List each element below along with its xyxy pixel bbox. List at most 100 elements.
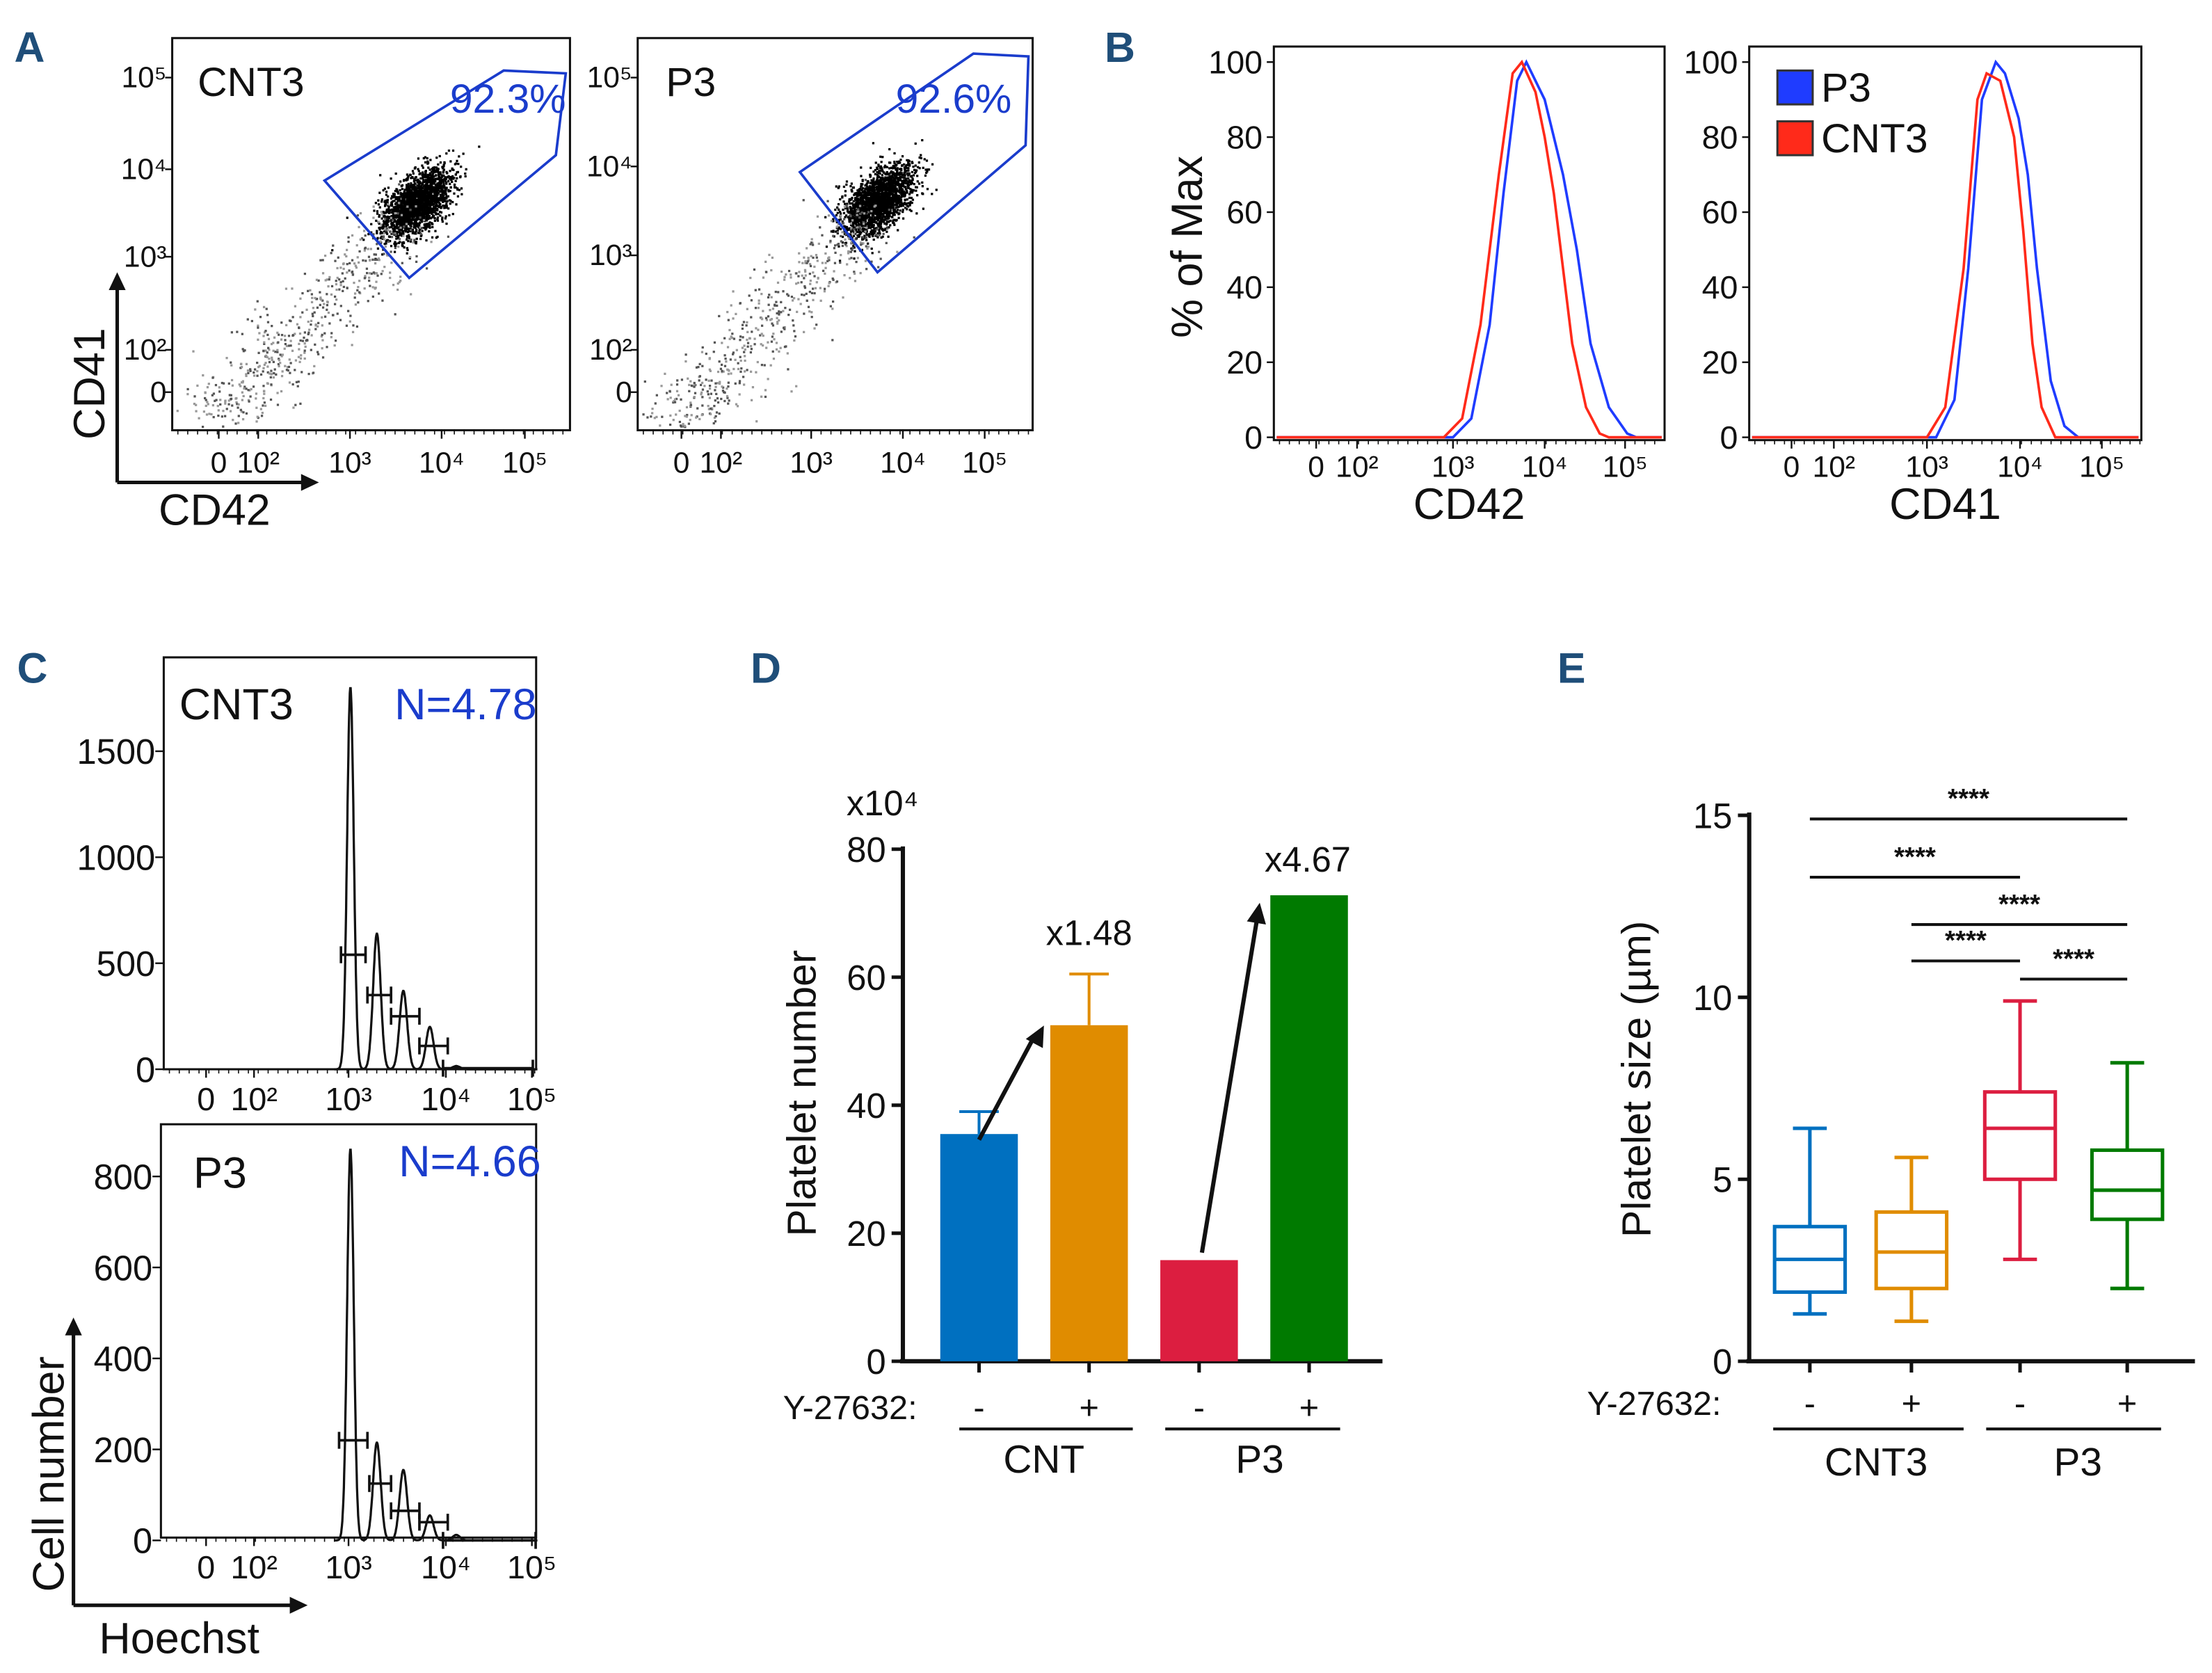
event-dot: [332, 314, 335, 317]
event-dot: [230, 378, 234, 382]
event-dot: [713, 341, 716, 344]
event-dot: [320, 335, 323, 338]
event-dot: [873, 212, 876, 215]
event-dot: [884, 179, 887, 182]
event-dot: [922, 166, 924, 169]
event-dot: [837, 185, 840, 188]
event-dot: [432, 205, 435, 209]
event-dot: [416, 180, 419, 183]
event-dot: [303, 342, 306, 345]
event-dot: [895, 219, 897, 222]
event-dot: [394, 246, 397, 250]
event-dot: [888, 172, 891, 175]
event-dot: [906, 205, 909, 207]
event-dot: [425, 223, 428, 225]
event-dot: [760, 292, 763, 296]
event-dot: [883, 187, 886, 190]
event-dot: [299, 297, 302, 300]
event-dot: [853, 227, 856, 230]
event-dot: [436, 219, 440, 222]
event-dot: [834, 208, 837, 211]
event-dot: [425, 239, 428, 242]
event-dot: [408, 197, 410, 200]
event-dot: [730, 335, 732, 338]
event-dot: [885, 192, 888, 195]
event-dot: [265, 354, 268, 358]
event-dot: [771, 256, 774, 259]
event-dot: [849, 216, 852, 219]
event-dot: [682, 422, 684, 426]
event-dot: [258, 332, 261, 335]
event-dot: [868, 232, 871, 236]
event-dot: [402, 230, 405, 232]
event-dot: [339, 305, 342, 307]
event-dot: [908, 172, 911, 175]
event-dot: [432, 210, 435, 213]
event-dot: [419, 191, 422, 194]
event-dot: [896, 160, 899, 163]
event-dot: [876, 236, 879, 239]
event-dot: [876, 200, 879, 203]
event-dot: [858, 212, 862, 216]
event-dot: [875, 193, 878, 196]
event-dot: [444, 197, 447, 200]
event-dot: [257, 326, 259, 329]
event-dot: [429, 211, 433, 214]
event-dot: [399, 205, 401, 207]
event-dot: [336, 276, 339, 280]
event-dot: [900, 201, 903, 204]
event-dot: [349, 314, 352, 317]
event-dot: [742, 376, 745, 378]
event-dot: [904, 170, 907, 173]
event-dot: [853, 192, 856, 195]
event-dot: [899, 204, 903, 207]
event-dot: [334, 259, 337, 262]
event-dot: [434, 204, 437, 207]
event-dot: [426, 201, 429, 205]
event-dot: [401, 216, 404, 218]
event-dot: [433, 195, 435, 198]
event-dot: [906, 198, 908, 201]
event-dot: [390, 201, 393, 205]
event-dot: [887, 214, 890, 216]
event-dot: [410, 189, 413, 192]
event-dot: [884, 227, 887, 230]
event-dot: [411, 215, 414, 218]
event-dot: [876, 191, 880, 195]
event-dot: [299, 316, 302, 319]
event-dot: [867, 201, 869, 205]
event-dot: [392, 219, 394, 222]
event-dot: [845, 180, 849, 183]
event-dot: [304, 345, 307, 349]
event-dot: [423, 176, 426, 179]
event-dot: [884, 176, 887, 179]
event-dot: [429, 189, 432, 193]
event-dot: [774, 290, 777, 294]
event-dot: [426, 191, 428, 195]
event-dot: [714, 420, 717, 423]
event-dot: [778, 310, 780, 313]
event-dot: [269, 376, 272, 379]
event-dot: [790, 276, 792, 279]
y-tick-label: 10²: [124, 333, 167, 367]
event-dot: [364, 259, 367, 262]
event-dot: [407, 221, 410, 223]
event-dot: [307, 372, 310, 376]
event-dot: [701, 404, 704, 407]
event-dot: [906, 172, 909, 175]
event-dot: [403, 204, 406, 207]
event-dot: [321, 356, 325, 359]
event-dot: [887, 177, 890, 180]
event-dot: [882, 200, 885, 204]
event-dot: [421, 191, 424, 195]
event-dot: [415, 255, 418, 258]
event-dot: [319, 296, 322, 299]
event-dot: [863, 237, 867, 239]
event-dot: [904, 186, 907, 189]
event-dot: [266, 333, 269, 337]
event-dot: [330, 252, 332, 255]
event-dot: [870, 233, 873, 236]
event-dot: [860, 217, 863, 220]
event-dot: [824, 262, 827, 264]
event-dot: [234, 397, 237, 400]
